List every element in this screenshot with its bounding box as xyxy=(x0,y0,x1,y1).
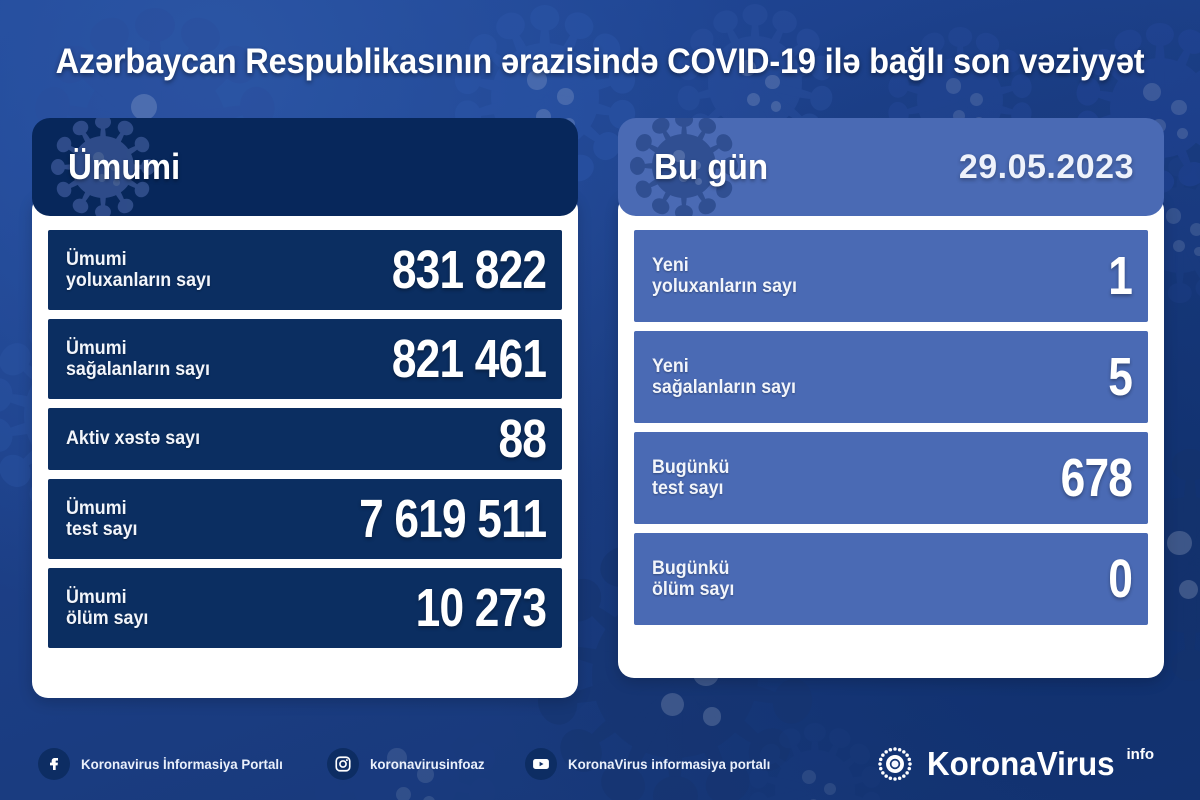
today-panel-heading: Bu gün xyxy=(654,146,769,187)
today-deaths-value: 0 xyxy=(1108,549,1133,609)
total-tests-row: Ümumi test sayı 7 619 511 xyxy=(48,479,562,559)
active-cases-row: Aktiv xəstə sayı 88 xyxy=(48,408,562,470)
total-recovered-label: Ümumi sağalanların sayı xyxy=(66,337,210,380)
brand-name: KoronaVirus xyxy=(927,745,1115,782)
today-tests-value: 678 xyxy=(1060,448,1133,508)
total-deaths-label: Ümumi ölüm sayı xyxy=(66,586,149,629)
facebook-link[interactable]: Koronavirus İnformasiya Portalı xyxy=(38,748,293,780)
new-recovered-row: Yeni sağalanların sayı 5 xyxy=(634,331,1148,423)
virus-icon xyxy=(330,700,480,800)
total-panel-body: Ümumi yoluxanların sayı 831 822 Ümumi sa… xyxy=(32,194,578,698)
new-recovered-value: 5 xyxy=(1108,347,1133,407)
new-recovered-label: Yeni sağalanların sayı xyxy=(652,355,796,398)
facebook-label: Koronavirus İnformasiya Portalı xyxy=(81,756,283,772)
today-date: 29.05.2023 xyxy=(958,147,1134,186)
virus-icon xyxy=(640,122,728,216)
brand-logo[interactable]: KoronaVirus info xyxy=(875,744,1154,784)
youtube-label: KoronaVirus informasiya portalı xyxy=(568,756,771,772)
today-tests-label: Bugünkü test sayı xyxy=(652,456,730,499)
total-tests-value: 7 619 511 xyxy=(358,489,547,549)
total-panel: Ümumi Ümumi yoluxanların sayı 831 822 Üm… xyxy=(32,118,578,698)
total-tests-label: Ümumi test sayı xyxy=(66,497,138,540)
today-deaths-row: Bugünkü ölüm sayı 0 xyxy=(634,533,1148,625)
total-deaths-row: Ümumi ölüm sayı 10 273 xyxy=(48,568,562,648)
today-panel: Bu gün 29.05.2023 Yeni yoluxanların sayı… xyxy=(618,118,1164,678)
today-panel-header: Bu gün 29.05.2023 xyxy=(618,118,1164,216)
total-cases-row: Ümumi yoluxanların sayı 831 822 xyxy=(48,230,562,310)
active-cases-label: Aktiv xəstə sayı xyxy=(66,428,201,450)
youtube-icon xyxy=(525,748,557,780)
today-tests-row: Bugünkü test sayı 678 xyxy=(634,432,1148,524)
total-cases-value: 831 822 xyxy=(391,240,547,300)
virus-sun-icon xyxy=(875,744,915,784)
virus-icon xyxy=(760,735,870,800)
virus-icon xyxy=(60,124,146,216)
total-deaths-value: 10 273 xyxy=(415,578,546,638)
brand-suffix: info xyxy=(1126,746,1155,763)
total-recovered-row: Ümumi sağalanların sayı 821 461 xyxy=(48,319,562,399)
active-cases-value: 88 xyxy=(498,409,546,469)
new-cases-label: Yeni yoluxanların sayı xyxy=(652,254,797,297)
footer: Koronavirus İnformasiya Portalı koronavi… xyxy=(0,734,1200,794)
instagram-label: koronavirusinfoaz xyxy=(370,756,485,772)
total-panel-header: Ümumi xyxy=(32,118,578,216)
facebook-icon xyxy=(38,748,70,780)
new-cases-value: 1 xyxy=(1108,246,1133,306)
total-cases-label: Ümumi yoluxanların sayı xyxy=(66,248,211,291)
instagram-link[interactable]: koronavirusinfoaz xyxy=(327,748,491,780)
new-cases-row: Yeni yoluxanların sayı 1 xyxy=(634,230,1148,322)
youtube-link[interactable]: KoronaVirus informasiya portalı xyxy=(525,748,781,780)
instagram-icon xyxy=(327,748,360,780)
today-deaths-label: Bugünkü ölüm sayı xyxy=(652,557,735,600)
page-title: Azərbaycan Respublikasının ərazisində CO… xyxy=(55,42,1145,81)
today-panel-body: Yeni yoluxanların sayı 1 Yeni sağalanlar… xyxy=(618,194,1164,678)
virus-icon xyxy=(690,18,820,163)
total-panel-heading: Ümumi xyxy=(68,146,181,187)
total-recovered-value: 821 461 xyxy=(391,329,547,389)
